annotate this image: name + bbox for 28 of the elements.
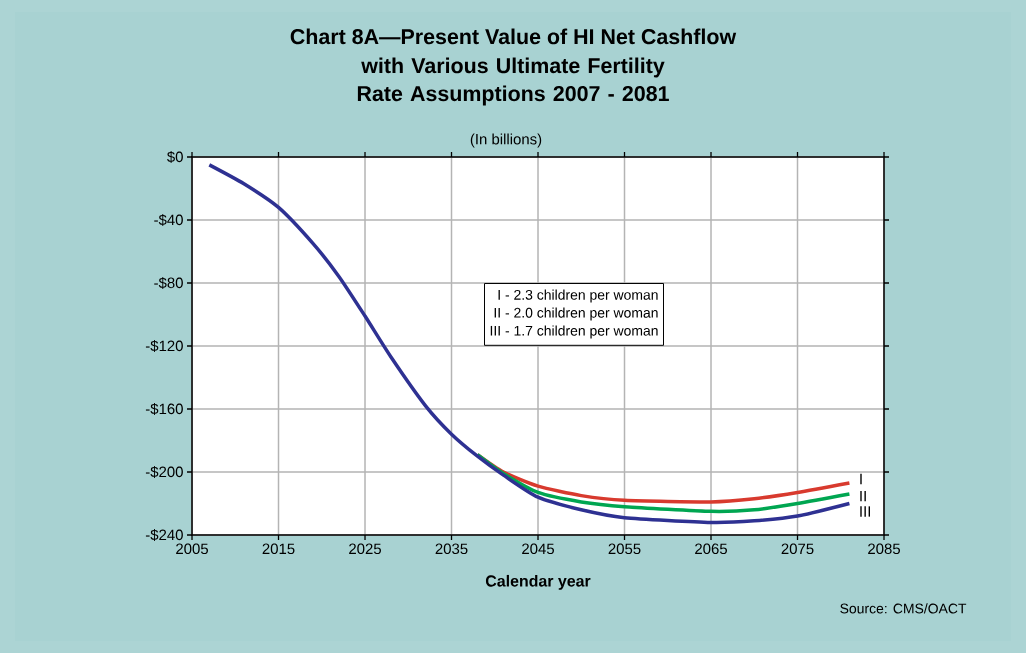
y-tick-label: -$80 <box>154 276 183 290</box>
series-label: II <box>860 490 866 502</box>
line-series <box>207 163 852 525</box>
y-tick-label: -$200 <box>145 465 183 479</box>
x-tick-label: 2045 <box>522 543 554 555</box>
y-tick-label: -$240 <box>145 528 183 542</box>
annotation: I - 2.3 children per woman <box>498 289 658 303</box>
x-tick-label: 2005 <box>176 543 208 555</box>
y-tick-label: -$40 <box>154 213 183 227</box>
x-tick-label: 2025 <box>349 543 381 555</box>
x-tick-label: 2035 <box>435 543 468 555</box>
source-note: Source: CMS/OACT <box>840 603 967 614</box>
x-axis-title: Calendar year <box>485 574 591 590</box>
chart-title: Chart 8A—Present Value of HI Net Cashflow <box>290 28 737 45</box>
series-label: III <box>860 506 870 517</box>
annotation: III - 1.7 children per woman <box>490 325 658 339</box>
y-tick-label: -$120 <box>145 339 183 353</box>
x-tick-label: 2075 <box>781 543 814 555</box>
x-tick-label: 2065 <box>695 543 727 555</box>
annotation: II - 2.0 children per woman <box>494 307 658 321</box>
x-tick-label: 2085 <box>868 543 900 555</box>
text: (In billions) <box>470 133 542 148</box>
y-tick-label: $0 <box>167 150 183 164</box>
chart-subtitle: with Various Ultimate Fertility Rate Assumptions 2007 - 2081 <box>357 57 669 106</box>
y-tick-label: -$160 <box>145 402 183 416</box>
x-tick-label: 2055 <box>608 543 641 555</box>
series-label: I <box>860 473 862 485</box>
x-tick-label: 2015 <box>262 543 295 555</box>
